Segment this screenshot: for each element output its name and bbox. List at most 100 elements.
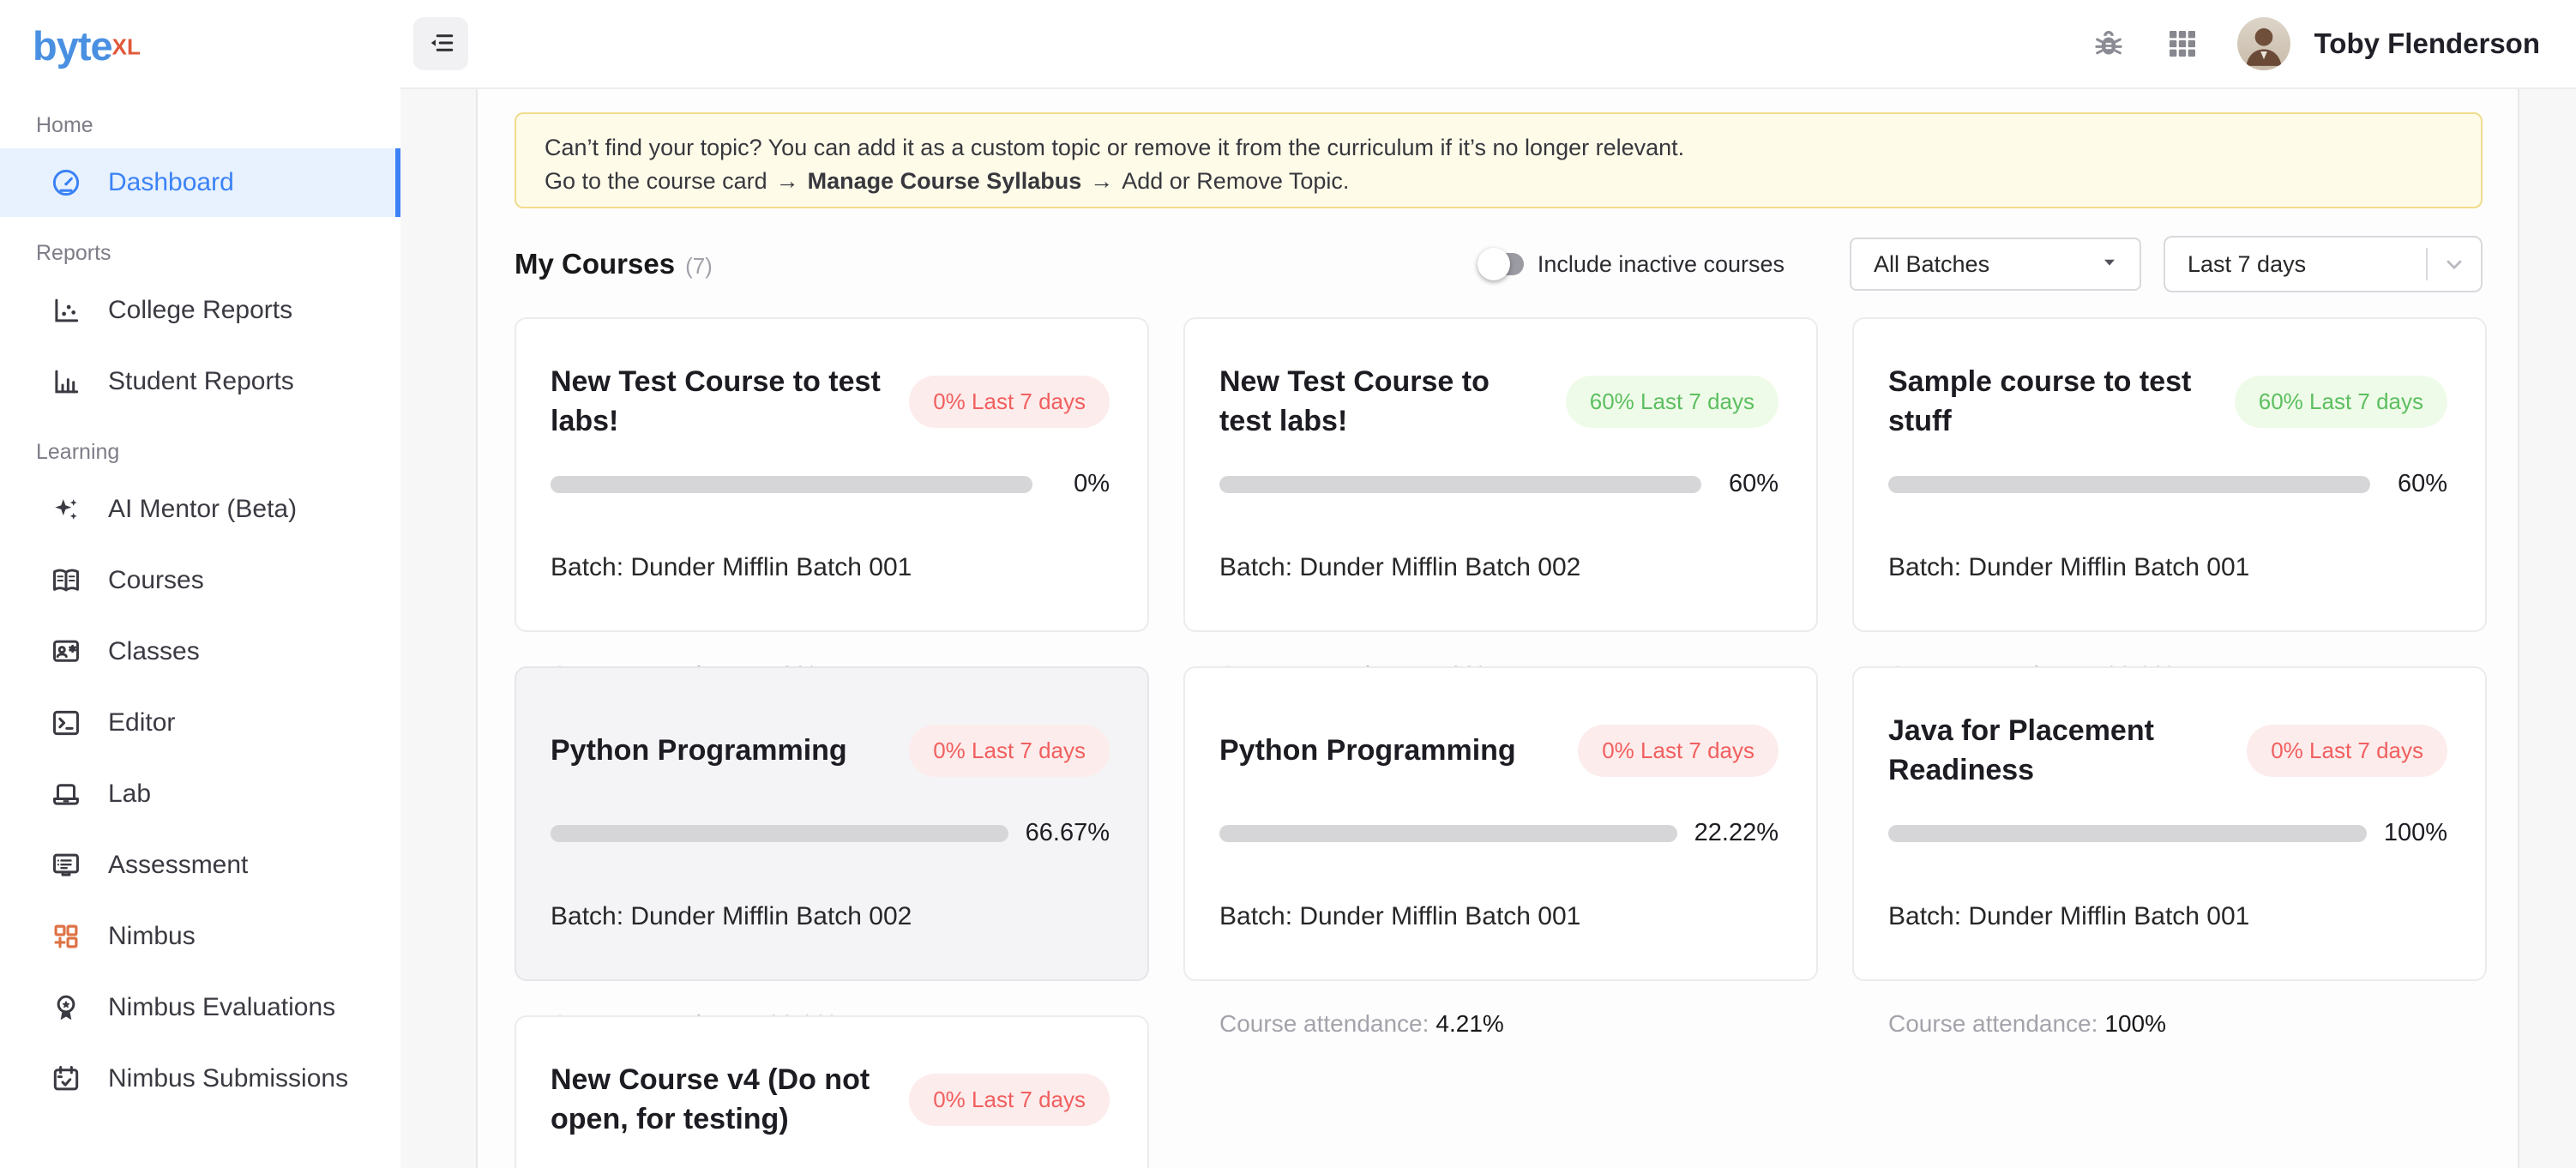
sidebar-item-editor[interactable]: Editor: [0, 689, 400, 757]
activity-badge: 0% Last 7 days: [909, 724, 1110, 777]
course-card[interactable]: Java for Placement Readiness 0% Last 7 d…: [1852, 666, 2487, 1037]
presentation-icon: [50, 635, 82, 668]
course-title: Java for Placement Readiness: [1888, 714, 2154, 786]
terminal-icon: [50, 707, 82, 739]
progress-bar: 22.22%: [1219, 819, 1779, 847]
sidebar: byteXL Home Dashboard Reports College Repor…: [0, 0, 400, 1168]
outdent-icon: [425, 27, 456, 61]
user-name[interactable]: Toby Flenderson: [2314, 27, 2540, 59]
batch-label: Batch: Dunder Mifflin Batch 001: [551, 553, 912, 581]
sidebar-item-label: Dashboard: [108, 168, 234, 196]
course-title: New Course v4 (Do not open, for testing): [551, 1063, 870, 1135]
course-title: New Test Course to test labs!: [551, 365, 881, 437]
sidebar-section-label: Home: [36, 113, 93, 137]
course-card[interactable]: Python Programming 0% Last 7 days 66.67%…: [515, 666, 1149, 1037]
sidebar-item-label: Classes: [108, 637, 200, 665]
sidebar-item-label: Nimbus Submissions: [108, 1064, 349, 1093]
sidebar-item-label: Assessment: [108, 851, 249, 879]
progress-value: 100%: [2383, 819, 2447, 846]
arrow-right-icon: →: [775, 168, 799, 194]
progress-bar: 66.67%: [551, 819, 1110, 847]
activity-badge: 0% Last 7 days: [909, 375, 1110, 428]
progress-bar: 0%: [551, 470, 1110, 498]
sidebar-item-college-reports[interactable]: College Reports: [0, 276, 400, 345]
batch-label: Batch: Dunder Mifflin Batch 001: [1219, 902, 1581, 930]
course-card[interactable]: New Course v4 (Do not open, for testing)…: [515, 1015, 1149, 1168]
batch-label: Batch: Dunder Mifflin Batch 001: [1888, 553, 2250, 581]
include-inactive-toggle[interactable]: [1477, 248, 1524, 280]
sidebar-item-classes[interactable]: Classes: [0, 617, 400, 686]
sidebar-item-nimbus[interactable]: Nimbus: [0, 902, 400, 971]
sidebar-item-student-reports[interactable]: Student Reports: [0, 347, 400, 416]
sidebar-collapse-button[interactable]: [413, 17, 468, 70]
bug-report-icon[interactable]: [2090, 25, 2128, 63]
sidebar-item-assessment[interactable]: Assessment: [0, 831, 400, 900]
brand-name: byte: [33, 23, 113, 69]
sidebar-item-label: Student Reports: [108, 367, 294, 395]
course-title: Python Programming: [1219, 734, 1516, 767]
sidebar-section-label: Reports: [36, 241, 111, 265]
caret-down-icon: [2100, 251, 2119, 278]
medal-icon: [50, 991, 82, 1024]
activity-badge: 0% Last 7 days: [1578, 724, 1779, 777]
progress-value: 0%: [1074, 470, 1110, 497]
page-title: My Courses (7): [515, 248, 713, 280]
course-title: New Test Course to test labs!: [1219, 365, 1490, 437]
main-content: Can’t find your topic? You can add it as…: [476, 89, 2519, 1168]
assessment-board-icon: [50, 849, 82, 882]
book-open-icon: [50, 564, 82, 597]
sidebar-item-label: College Reports: [108, 296, 293, 324]
sidebar-item-label: AI Mentor (Beta): [108, 495, 298, 523]
banner-line-1: Can’t find your topic? You can add it as…: [545, 135, 1685, 160]
course-card[interactable]: New Test Course to test labs! 60% Last 7…: [1183, 317, 1818, 688]
sidebar-item-dashboard[interactable]: Dashboard: [0, 148, 400, 217]
scatter-chart-icon: [50, 294, 82, 327]
sidebar-item-label: Editor: [108, 708, 176, 737]
calendar-check-icon: [50, 1063, 82, 1095]
progress-value: 66.67%: [1025, 819, 1110, 846]
sidebar-item-courses[interactable]: Courses: [0, 546, 400, 615]
sidebar-item-label: Lab: [108, 780, 152, 808]
sidebar-item-nimbus-evaluations[interactable]: Nimbus Evaluations: [0, 973, 400, 1042]
activity-badge: 0% Last 7 days: [909, 1073, 1110, 1126]
toggle-knob: [1477, 248, 1510, 280]
courses-grid: New Test Course to test labs! 0% Last 7 …: [515, 317, 2488, 1168]
progress-value: 60%: [2397, 470, 2447, 497]
sparkles-icon: [50, 493, 82, 526]
sidebar-nav: Home Dashboard Reports College Reports Stude…: [0, 113, 400, 1113]
progress-value: 22.22%: [1694, 819, 1779, 846]
batches-select[interactable]: All Batches: [1850, 238, 2141, 291]
course-attendance: Course attendance:100%: [1888, 1010, 2167, 1037]
activity-badge: 0% Last 7 days: [2247, 724, 2447, 777]
batch-label: Batch: Dunder Mifflin Batch 001: [1888, 902, 2250, 930]
courses-count: (7): [685, 253, 713, 279]
date-range-select[interactable]: Last 7 days: [2164, 236, 2483, 292]
arrow-right-icon: →: [1090, 168, 1114, 194]
course-card[interactable]: New Test Course to test labs! 0% Last 7 …: [515, 317, 1149, 688]
apps-grid-icon[interactable]: [2164, 25, 2201, 63]
course-card[interactable]: Python Programming 0% Last 7 days 22.22%…: [1183, 666, 1818, 1037]
sidebar-item-lab[interactable]: Lab: [0, 760, 400, 828]
select-divider: [2426, 248, 2428, 280]
course-title: Python Programming: [551, 734, 847, 767]
course-attendance: Course attendance: 4.21%: [1219, 1010, 1504, 1037]
chevron-down-icon: [2428, 252, 2481, 276]
sidebar-item-label: Courses: [108, 566, 204, 594]
banner-line-2: Go to the course card → Manage Course Syll…: [545, 168, 1350, 194]
gauge-icon: [50, 166, 82, 199]
avatar[interactable]: [2236, 17, 2290, 70]
activity-badge: 60% Last 7 days: [2234, 375, 2447, 428]
laptop-icon: [50, 778, 82, 810]
batch-label: Batch: Dunder Mifflin Batch 002: [1219, 553, 1581, 581]
activity-badge: 60% Last 7 days: [1565, 375, 1779, 428]
sidebar-section-label: Learning: [36, 440, 120, 464]
sidebar-item-ai-mentor-beta[interactable]: AI Mentor (Beta): [0, 475, 400, 544]
progress-bar: 100%: [1888, 819, 2447, 847]
info-banner: Can’t find your topic? You can add it as…: [515, 112, 2483, 208]
brand-logo[interactable]: byteXL: [0, 0, 400, 89]
sidebar-item-label: Nimbus Evaluations: [108, 993, 336, 1021]
toggle-label: Include inactive courses: [1537, 250, 1785, 277]
sidebar-item-nimbus-submissions[interactable]: Nimbus Submissions: [0, 1045, 400, 1113]
course-card[interactable]: Sample course to test stuff 60% Last 7 d…: [1852, 317, 2487, 688]
progress-bar: 60%: [1219, 470, 1779, 498]
